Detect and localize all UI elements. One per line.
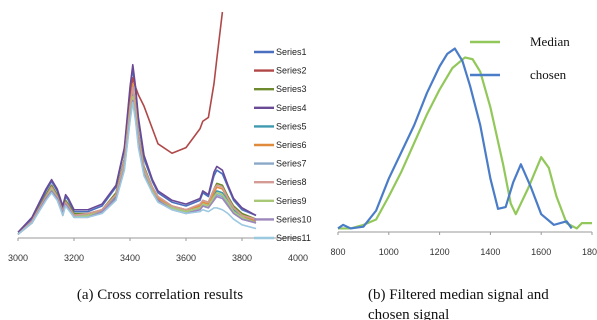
series-line-series2 (17, 11, 224, 235)
chart-a-caption: (a) Cross correlation results (77, 287, 243, 303)
x-tick-label: 4000 (288, 253, 308, 263)
x-tick-label: 3600 (176, 253, 196, 263)
series-line-series4 (17, 63, 257, 233)
legend-label: Series8 (276, 177, 307, 187)
legend-label: Series9 (276, 196, 307, 206)
caption-line: (b) Filtered median signal and (368, 287, 549, 303)
x-tick-label: 3200 (64, 253, 84, 263)
chart-a: 3000 3200 3400 3600 3800 4000 Series1 Series2 Se… (8, 11, 312, 263)
x-tick-label: 1000 (379, 247, 399, 257)
legend-label: Series4 (276, 103, 307, 113)
x-tick-label: 1400 (480, 247, 500, 257)
x-tick-label: 800 (330, 247, 345, 257)
x-tick-label: 3400 (120, 253, 140, 263)
x-tick-label: 3800 (232, 253, 252, 263)
x-tick-label: 1600 (531, 247, 551, 257)
legend-label: Series11 (276, 233, 311, 243)
x-tick-label: 1200 (430, 247, 450, 257)
caption-line: chosen signal (368, 307, 449, 320)
legend-label: Series1 (276, 47, 307, 57)
legend-label: chosen (530, 67, 567, 82)
legend-label: Series6 (276, 140, 307, 150)
x-tick-label: 3000 (8, 253, 28, 263)
legend-label: Series2 (276, 66, 307, 76)
legend-label: Series7 (276, 159, 307, 169)
legend-label: Series5 (276, 121, 307, 131)
legend-label: Series10 (276, 214, 312, 224)
series-line-series11 (17, 101, 257, 235)
chart-b-caption: (b) Filtered median signal and chosen sig… (368, 287, 549, 320)
series-line-chosen (337, 47, 573, 230)
series-line-median (338, 56, 592, 230)
legend-label: Median (530, 34, 570, 49)
legend-label: Series3 (276, 84, 307, 94)
